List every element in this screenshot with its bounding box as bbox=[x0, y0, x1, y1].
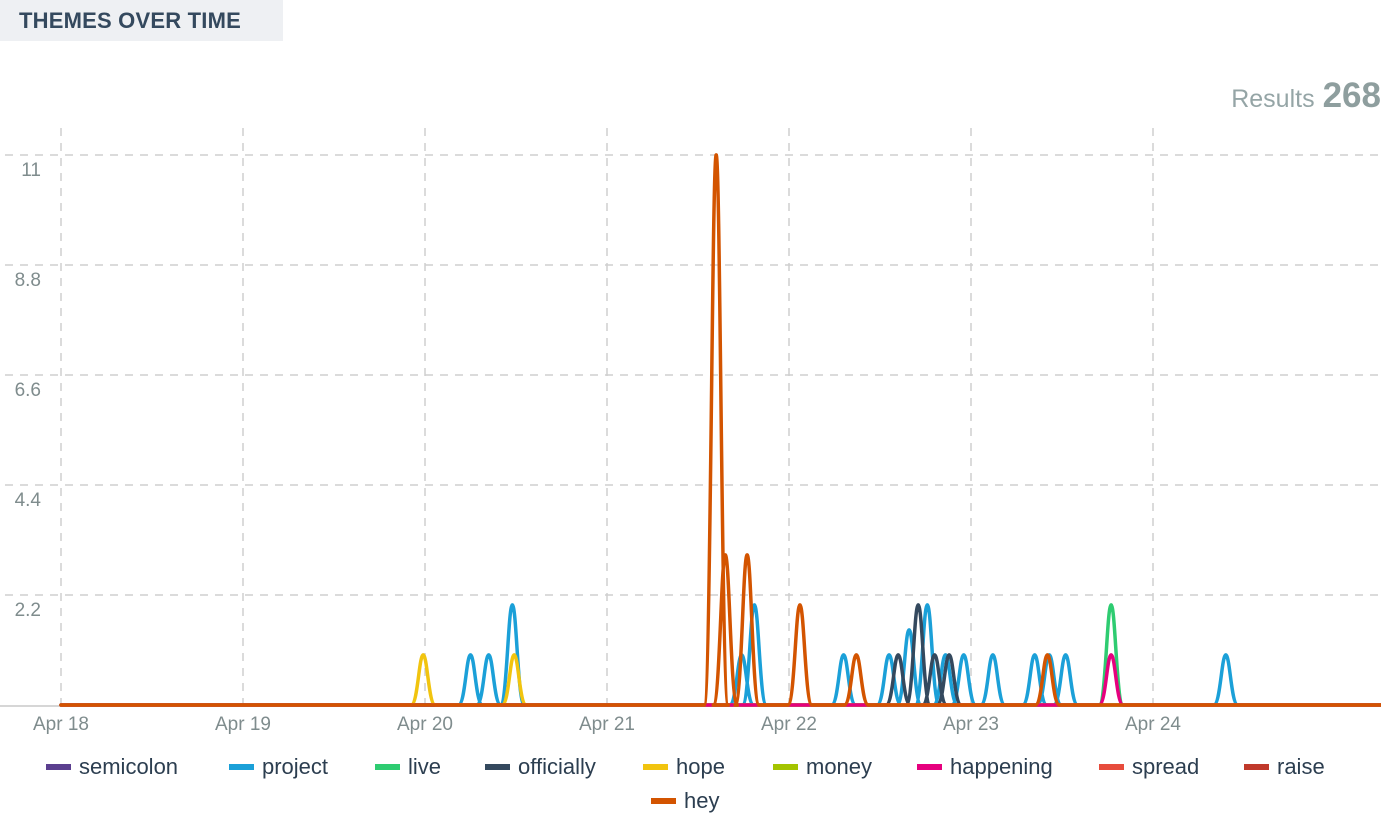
legend-label: semicolon bbox=[79, 754, 179, 779]
legend-swatch bbox=[229, 764, 254, 770]
legend-swatch bbox=[1099, 764, 1124, 770]
legend-swatch bbox=[375, 764, 400, 770]
data-point-hey bbox=[723, 553, 728, 557]
series-line-hope bbox=[59, 653, 1381, 707]
legend-item-spread[interactable]: spread bbox=[1099, 754, 1199, 780]
data-point-officially bbox=[932, 653, 937, 657]
results-counter: Results 268 bbox=[1231, 76, 1381, 120]
legend-label: project bbox=[262, 754, 329, 779]
x-tick-label: Apr 19 bbox=[215, 714, 271, 735]
legend-item-money[interactable]: money bbox=[773, 754, 872, 780]
data-point-project bbox=[752, 603, 757, 607]
data-point-project bbox=[887, 653, 891, 657]
data-point-live bbox=[1109, 603, 1113, 607]
legend-swatch bbox=[773, 764, 798, 770]
data-point-happening bbox=[1109, 653, 1113, 657]
legend-swatch bbox=[46, 764, 71, 770]
data-point-hey bbox=[1045, 653, 1050, 657]
legend-item-project[interactable]: project bbox=[229, 754, 328, 780]
legend-label: money bbox=[806, 754, 873, 779]
legend-label: spread bbox=[1132, 754, 1200, 779]
legend-swatch bbox=[917, 764, 942, 770]
data-point-project bbox=[961, 653, 966, 657]
y-tick-label: 11 bbox=[21, 160, 41, 181]
data-point-hope bbox=[421, 653, 425, 657]
legend-item-officially[interactable]: officially bbox=[485, 754, 596, 780]
x-tick-label: Apr 21 bbox=[579, 714, 635, 735]
legend-swatch bbox=[651, 798, 676, 804]
series-line-happening bbox=[59, 653, 1381, 707]
y-tick-label: 6.6 bbox=[15, 380, 41, 401]
results-label: Results bbox=[1231, 85, 1315, 113]
data-point-hey bbox=[798, 603, 802, 607]
legend-label: live bbox=[408, 754, 442, 779]
legend-swatch bbox=[1244, 764, 1269, 770]
data-point-officially bbox=[916, 603, 921, 607]
data-point-hey bbox=[714, 153, 718, 157]
data-point-project bbox=[907, 628, 911, 632]
legend-swatch bbox=[643, 764, 668, 770]
data-point-project bbox=[841, 653, 846, 657]
x-tick-label: Apr 18 bbox=[33, 714, 89, 735]
data-point-project bbox=[1224, 653, 1228, 657]
y-tick-label: 4.4 bbox=[15, 490, 42, 511]
data-point-project bbox=[1063, 653, 1068, 657]
data-point-hope bbox=[512, 653, 516, 657]
data-point-officially bbox=[896, 653, 900, 657]
results-count: 268 bbox=[1322, 76, 1381, 115]
x-tick-label: Apr 22 bbox=[761, 714, 817, 735]
legend-item-hey[interactable]: hey bbox=[651, 788, 719, 814]
data-point-hey bbox=[854, 653, 859, 657]
y-tick-label: 8.8 bbox=[15, 270, 41, 291]
data-point-hey bbox=[745, 553, 749, 557]
data-point-project bbox=[943, 653, 948, 657]
data-point-project bbox=[468, 653, 473, 657]
data-point-project bbox=[1032, 653, 1037, 657]
data-point-project bbox=[486, 653, 491, 657]
x-tick-label: Apr 20 bbox=[397, 714, 453, 735]
legend-label: hope bbox=[676, 754, 725, 779]
y-tick-label: 2.2 bbox=[15, 600, 41, 621]
legend-item-semicolon[interactable]: semicolon bbox=[46, 754, 178, 780]
data-point-officially bbox=[947, 653, 951, 657]
legend-label: officially bbox=[518, 754, 596, 779]
legend-item-happening[interactable]: happening bbox=[917, 754, 1053, 780]
legend-item-live[interactable]: live bbox=[375, 754, 441, 780]
legend-label: raise bbox=[1277, 754, 1325, 779]
themes-line-chart: Apr 18 Apr 19 Apr 20 Apr 21 Apr 22 Apr 23 Apr … bbox=[0, 128, 1381, 735]
data-point-project bbox=[925, 603, 930, 607]
legend-label: happening bbox=[950, 754, 1053, 779]
chart-title: THEMES OVER TIME bbox=[19, 8, 241, 33]
data-point-project bbox=[510, 603, 515, 607]
legend-label: hey bbox=[684, 788, 720, 813]
x-tick-label: Apr 23 bbox=[943, 714, 999, 735]
legend-item-hope[interactable]: hope bbox=[643, 754, 725, 780]
chart-title-box: THEMES OVER TIME bbox=[0, 0, 283, 41]
legend-swatch bbox=[485, 764, 510, 770]
legend-item-raise[interactable]: raise bbox=[1244, 754, 1325, 780]
data-point-project bbox=[991, 653, 995, 657]
x-tick-label: Apr 24 bbox=[1125, 714, 1181, 735]
series-line-hey bbox=[59, 153, 1381, 707]
